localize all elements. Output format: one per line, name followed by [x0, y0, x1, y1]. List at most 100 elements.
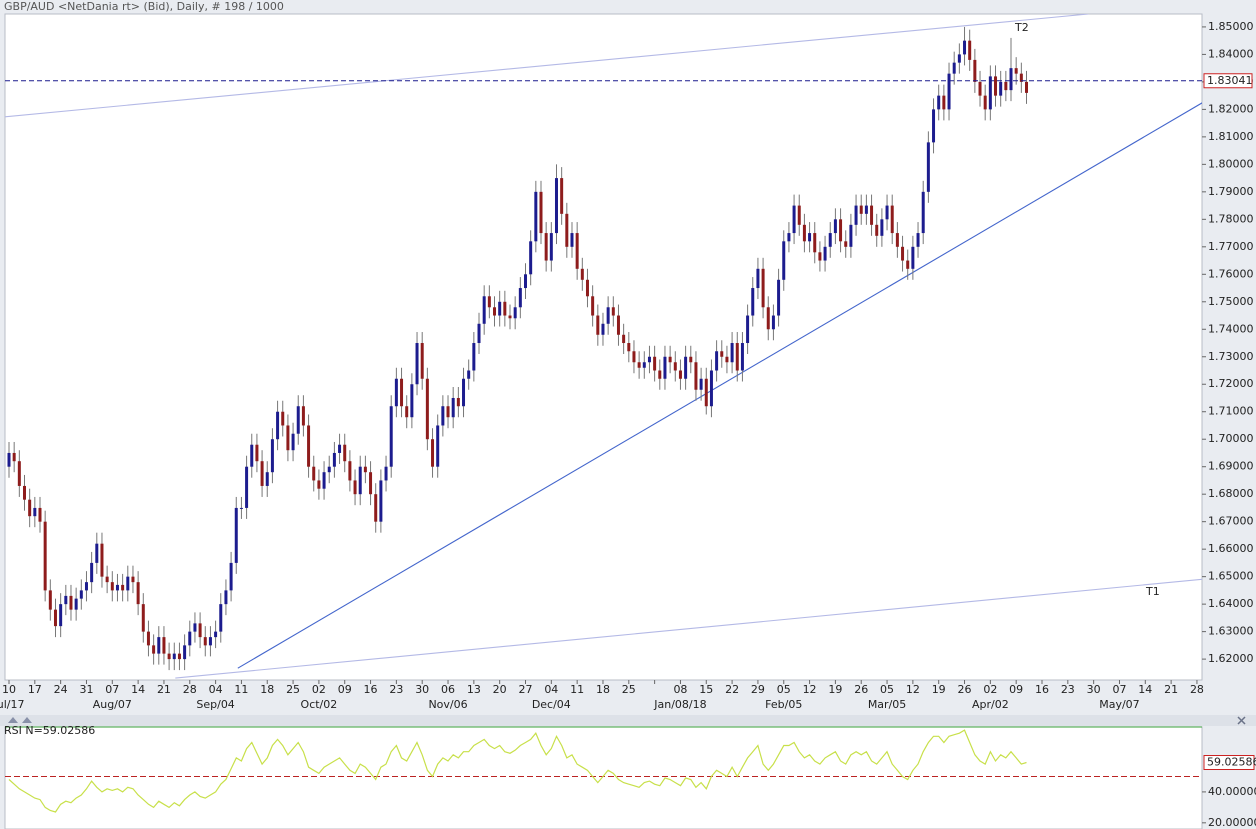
y-tick-label: 1.72000: [1208, 377, 1254, 390]
y-tick-label: 1.68000: [1208, 487, 1254, 500]
candle-body: [746, 315, 750, 344]
y-tick-label: 1.70000: [1208, 432, 1254, 445]
x-tick-label: 15: [699, 683, 713, 696]
pane-separator[interactable]: [0, 715, 1256, 726]
candle-body: [415, 343, 419, 385]
candle-body: [658, 370, 662, 379]
candle-body: [69, 595, 73, 610]
candle-body: [978, 81, 982, 96]
candle-body: [957, 54, 961, 63]
candle-body: [332, 452, 336, 467]
y-tick-label: 1.76000: [1208, 267, 1254, 280]
candle-body: [100, 543, 104, 577]
price-pane: [4, 13, 1203, 681]
candle-body: [932, 109, 936, 143]
candle-body: [265, 472, 269, 486]
x-tick-label: 16: [364, 683, 378, 696]
candle-body: [7, 452, 11, 467]
candle-body: [400, 378, 404, 407]
candle-body: [374, 494, 378, 522]
candle-body: [720, 351, 724, 357]
x-tick-label: 22: [725, 683, 739, 696]
candle-body: [673, 362, 677, 371]
candle-body: [462, 378, 466, 407]
month-label: Sep/04: [196, 698, 234, 711]
candle-body: [322, 472, 326, 489]
rsi-pane: [4, 726, 1203, 829]
candle-body: [177, 653, 181, 660]
candle-body: [689, 356, 693, 363]
y-tick-label: 1.74000: [1208, 322, 1254, 335]
month-label: May/07: [1099, 698, 1139, 711]
candle-body: [828, 233, 832, 247]
candle-body: [498, 301, 502, 316]
candle-body: [317, 480, 321, 489]
candle-body: [963, 40, 967, 55]
candle-body: [947, 73, 951, 110]
x-tick-label: 12: [803, 683, 817, 696]
candle-body: [549, 233, 553, 261]
y-tick-label: 1.63000: [1208, 625, 1254, 638]
x-tick-label: 09: [338, 683, 352, 696]
candle-body: [384, 466, 388, 481]
candle-body: [637, 362, 641, 368]
candle-body: [585, 279, 589, 297]
rsi-line: [8, 729, 1027, 813]
candle-body: [797, 205, 801, 225]
candle-body: [895, 233, 899, 247]
y-tick-label: 1.65000: [1208, 570, 1254, 583]
candle-body: [539, 191, 543, 234]
x-tick-label: 14: [1138, 683, 1152, 696]
x-tick-label: 25: [622, 683, 636, 696]
candle-body: [239, 507, 243, 509]
x-tick-label: 29: [751, 683, 765, 696]
candle-body: [968, 40, 972, 60]
x-tick-label: 09: [1009, 683, 1023, 696]
candle-body: [229, 562, 233, 591]
x-tick-label: 18: [596, 683, 610, 696]
candle-body: [735, 343, 739, 371]
y-tick-label: 1.71000: [1208, 405, 1254, 418]
candle-body: [410, 384, 414, 418]
candle-body: [642, 362, 646, 368]
x-tick-label: 10: [2, 683, 16, 696]
month-label: Feb/05: [765, 698, 802, 711]
candle-body: [446, 406, 450, 418]
x-tick-label: 14: [131, 683, 145, 696]
last-price-label: 1.83041: [1207, 74, 1253, 87]
candle-body: [327, 466, 331, 473]
x-tick-label: 23: [389, 683, 403, 696]
candle-body: [761, 268, 765, 308]
candle-body: [684, 356, 688, 379]
candle-body: [503, 301, 507, 316]
candle-body: [833, 219, 837, 234]
candle-body: [493, 307, 497, 316]
candle-body: [141, 604, 145, 632]
candle-body: [126, 576, 130, 591]
candle-body: [756, 268, 760, 289]
candle-body: [880, 219, 884, 236]
candle-body: [270, 439, 274, 473]
candle-body: [694, 362, 698, 390]
x-tick-label: 12: [906, 683, 920, 696]
candle-body: [983, 95, 987, 110]
close-pane[interactable]: [1237, 716, 1246, 725]
candle-body: [17, 461, 21, 486]
candle-body: [121, 584, 125, 591]
candle-body: [250, 444, 254, 467]
candle-body: [859, 205, 863, 214]
x-tick-label: 23: [1061, 683, 1075, 696]
chart-title: GBP/AUD <NetDania rt> (Bid), Daily, # 19…: [4, 0, 284, 13]
candle-body: [730, 343, 734, 363]
candle-body: [131, 576, 135, 583]
candle-body: [606, 307, 610, 324]
candle-body: [74, 598, 78, 610]
pane-arrows[interactable]: [8, 717, 32, 723]
candle-body: [534, 191, 538, 242]
y-tick-label: 1.85000: [1208, 20, 1254, 33]
candle-body: [214, 631, 218, 638]
candle-body: [870, 205, 874, 225]
candle-body: [425, 378, 429, 440]
candle-body: [725, 356, 729, 363]
x-tick-label: 24: [54, 683, 68, 696]
